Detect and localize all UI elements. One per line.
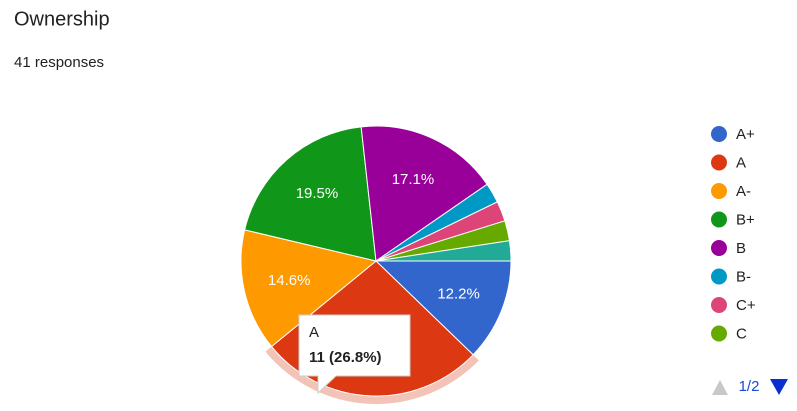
pie-slice[interactable]: [374, 260, 512, 356]
legend-swatch: [711, 126, 727, 142]
legend-label: C: [736, 325, 747, 342]
legend-swatch: [711, 183, 727, 199]
legend-swatch: [711, 325, 727, 342]
legend: A+ A A- B+ B B- C+ C 1/2: [711, 126, 788, 395]
slice-label: 17.1%: [392, 171, 435, 188]
legend-swatch: [711, 297, 727, 313]
legend-page-up[interactable]: [712, 380, 728, 395]
legend-label: B+: [736, 211, 755, 228]
tooltip-body: 11 (26.8%): [309, 349, 382, 366]
slice-label: 14.6%: [268, 272, 311, 289]
slice-label: 12.2%: [437, 285, 480, 302]
tooltip-title: A: [309, 324, 319, 341]
tooltip: A 11 (26.8%): [298, 314, 411, 395]
legend-page-down[interactable]: [770, 379, 788, 395]
legend-swatch: [711, 211, 727, 228]
chart-subtitle: 41 responses: [14, 54, 104, 71]
pie-slice[interactable]: [240, 229, 378, 348]
legend-label: B: [736, 240, 746, 257]
pie-slice[interactable]: [360, 125, 488, 262]
legend-label: B-: [736, 268, 751, 285]
tooltip-box: [298, 314, 411, 395]
legend-page: 1/2: [739, 378, 760, 395]
legend-label: A: [736, 154, 746, 171]
legend-label: A-: [736, 183, 751, 200]
chart-title: Ownership: [14, 8, 110, 30]
slice-label: 19.5%: [296, 185, 339, 202]
legend-swatch: [711, 240, 727, 256]
legend-swatch: [711, 154, 727, 171]
pie-slice[interactable]: [244, 126, 377, 262]
legend-swatch: [711, 268, 727, 285]
pie-slice[interactable]: [375, 240, 512, 262]
legend-label: C+: [736, 297, 756, 314]
legend-label: A+: [736, 126, 755, 143]
